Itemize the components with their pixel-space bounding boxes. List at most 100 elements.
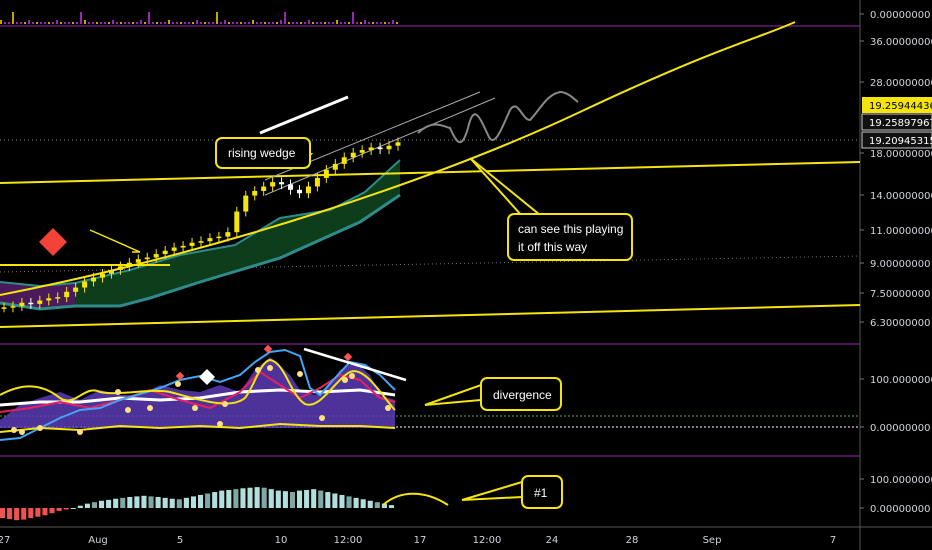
candle-body xyxy=(350,152,356,158)
candle-body xyxy=(225,232,231,237)
volume-bar xyxy=(384,22,386,24)
volume-bar xyxy=(304,22,306,24)
volume-bar xyxy=(88,22,90,24)
histogram-bar xyxy=(35,508,41,517)
volume-bar xyxy=(100,22,102,24)
volume-bar xyxy=(56,20,58,24)
volume-bar xyxy=(132,22,134,24)
callout-divergence[interactable]: divergence xyxy=(424,377,562,411)
callout-rising-wedge[interactable]: rising wedge xyxy=(215,137,314,169)
volume-bar xyxy=(380,22,382,24)
volume-bar xyxy=(208,22,210,24)
time-axis[interactable]: 27 Aug 5 10 12:00 17 12:00 24 28 Sep 7 xyxy=(0,535,836,546)
histogram-bar xyxy=(304,490,310,508)
volume-bar xyxy=(72,22,74,24)
volume-bar xyxy=(36,22,38,24)
candle-body xyxy=(305,186,311,194)
callout-playing-off-line1: can see this playing xyxy=(518,222,623,236)
volume-bar xyxy=(292,22,294,24)
volume-bar xyxy=(232,22,234,24)
volume-bar xyxy=(340,22,342,24)
histogram-bar xyxy=(56,508,62,511)
candle-body xyxy=(314,177,320,187)
osc-dot xyxy=(37,425,43,431)
candle-body xyxy=(297,189,302,194)
candle-body xyxy=(395,142,401,146)
white-marker-line xyxy=(259,95,349,135)
price-label-value: 19.25897967 xyxy=(869,118,932,129)
volume-bar xyxy=(308,20,310,24)
volume-bar xyxy=(348,22,350,24)
candle-body xyxy=(279,182,285,185)
candle-body xyxy=(359,150,365,153)
volume-bar xyxy=(28,20,30,24)
volume-bar xyxy=(172,22,174,24)
volume-bar xyxy=(280,20,282,24)
osc-red-marker xyxy=(263,344,273,354)
cloud-green xyxy=(75,160,400,306)
osc-dot xyxy=(297,371,303,377)
candle-body xyxy=(332,163,338,170)
histogram-bar xyxy=(360,499,366,508)
candle-body xyxy=(64,291,70,298)
osc-red-marker xyxy=(343,352,353,362)
volume-bar xyxy=(160,22,162,24)
volume-bar xyxy=(116,22,118,24)
candle-body xyxy=(270,182,276,187)
price-label-value: 19.20945315 xyxy=(869,136,932,147)
volume-bar xyxy=(268,22,270,24)
volume-bar xyxy=(112,20,114,24)
volume-bar xyxy=(288,22,290,24)
callout-number-one-text: #1 xyxy=(534,486,548,500)
candle-body xyxy=(198,241,204,243)
volume-bar xyxy=(200,22,202,24)
histogram-bar xyxy=(205,493,211,508)
osc-yellow-lower xyxy=(0,422,396,433)
divergence-line xyxy=(303,347,407,382)
histogram-bar xyxy=(148,496,154,508)
candle-body xyxy=(37,300,43,304)
volume-bar xyxy=(236,22,238,24)
histogram-bar xyxy=(190,496,196,508)
time-tick-label: Aug xyxy=(88,535,108,546)
histogram-bar xyxy=(155,496,161,508)
callout-number-one[interactable]: #1 xyxy=(461,475,563,509)
volume-bar xyxy=(40,22,42,24)
histogram-bar xyxy=(162,497,168,508)
osc-dot xyxy=(349,373,355,379)
volume-bar xyxy=(212,22,214,24)
volume-bar xyxy=(300,22,302,24)
volume-bar xyxy=(136,22,138,24)
candle-body xyxy=(162,250,168,255)
osc-dot xyxy=(385,405,391,411)
osc-dot xyxy=(147,405,153,411)
volume-bar xyxy=(336,20,338,24)
candle-body xyxy=(100,273,105,278)
callout-playing-off[interactable]: can see this playing it off this way xyxy=(469,157,633,261)
time-tick-label: Sep xyxy=(703,535,722,546)
volume-bars xyxy=(0,12,398,24)
price-tick-label: 6.30000000 xyxy=(870,318,930,329)
candle-body xyxy=(46,298,52,301)
volume-bar xyxy=(364,20,366,24)
histogram-bar xyxy=(219,490,225,508)
volume-bar xyxy=(264,22,266,24)
volume-bar xyxy=(284,12,286,24)
candle-body xyxy=(117,266,123,270)
histogram-bar xyxy=(106,499,112,508)
osc-dot xyxy=(342,377,348,383)
candle-body xyxy=(243,195,249,212)
histogram-bar xyxy=(63,508,69,510)
price-scale[interactable]: 0.00000000 36.00000000 28.00000000 18.00000… xyxy=(860,10,932,515)
volume-bar xyxy=(124,22,126,24)
candle-body xyxy=(288,184,294,190)
osc-red-line xyxy=(0,370,396,413)
volume-bar xyxy=(216,12,218,24)
volume-bar xyxy=(24,22,26,24)
volume-bar xyxy=(8,22,10,24)
histogram-bar xyxy=(240,488,246,508)
candle-body xyxy=(368,147,374,151)
histogram-bar xyxy=(28,508,34,519)
volume-bar xyxy=(248,22,250,24)
